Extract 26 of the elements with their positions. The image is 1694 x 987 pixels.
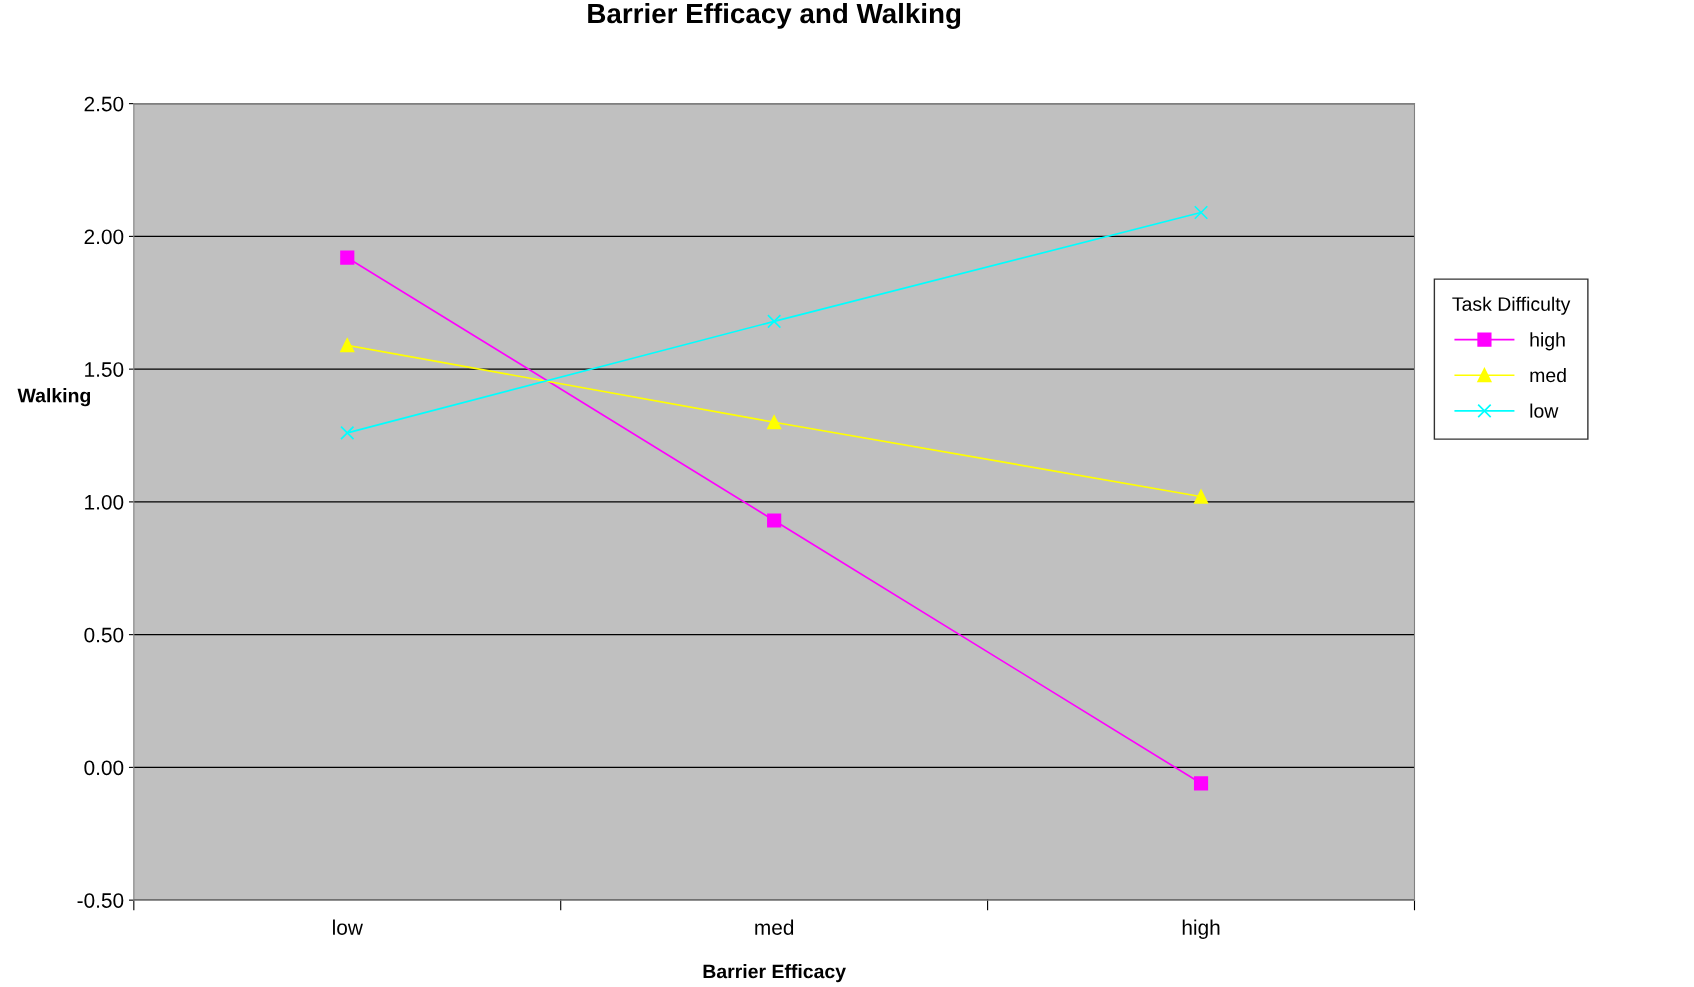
legend-label: med [1530,367,1566,383]
y-tick-label: 2.00 [84,229,124,245]
y-tick-label: -0.50 [77,893,124,908]
y-tick-label: 0.00 [84,760,124,776]
y-tick-label: 0.50 [84,627,124,643]
point [1193,205,1209,220]
point [1193,489,1209,504]
y-tick-label: 1.50 [85,362,124,377]
y-tick-label: 1.00 [85,494,124,510]
y-tick-label: 2.50 [84,96,124,112]
point [767,513,782,528]
point [340,425,355,440]
point [767,314,782,329]
point [340,250,355,265]
point [1193,776,1209,791]
legend-title: Task Difficulty [1452,296,1571,315]
chart-title: Barrier Efficacy and Walking [588,2,961,29]
x-axis-title: Barrier Efficacy [703,964,846,983]
point [340,338,355,353]
x-tick-label: med [755,919,794,935]
legend-label: high [1530,332,1565,351]
point [767,415,782,430]
x-tick-label: low [333,919,363,935]
x-tick-label: high [1182,919,1220,940]
legend-label: low [1530,403,1559,418]
y-axis-title: Walking [17,388,91,407]
